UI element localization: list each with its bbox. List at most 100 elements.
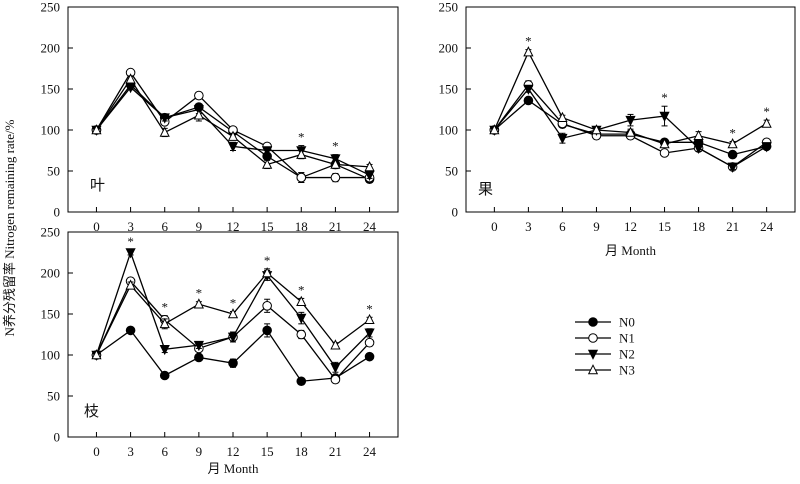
data-point [727, 149, 738, 160]
y-tick-label: 0 [452, 205, 459, 220]
significance-marker: * [298, 130, 305, 145]
data-point [625, 126, 636, 137]
y-tick-label: 150 [41, 307, 61, 322]
data-point [523, 46, 534, 57]
data-point [91, 124, 102, 135]
legend-marker [588, 317, 598, 327]
data-point [296, 313, 307, 325]
significance-marker: * [196, 286, 203, 301]
x-tick-label: 12 [227, 444, 240, 459]
significance-marker: * [298, 282, 305, 297]
y-tick-label: 200 [41, 41, 61, 56]
data-point [125, 279, 136, 290]
data-point [330, 374, 341, 385]
y-tick-label: 200 [41, 266, 61, 281]
y-tick-label: 100 [439, 123, 459, 138]
y-tick-label: 50 [445, 164, 458, 179]
data-point [262, 267, 273, 278]
panel-1: 0 50 100 150 200 250 0 3 6 9 12 15 18 21 24 月 Month 果 * * *… [439, 0, 796, 258]
legend-marker [587, 349, 599, 360]
data-point [523, 84, 534, 95]
x-tick-label: 3 [127, 444, 134, 459]
data-point [364, 160, 375, 172]
x-tick-label: 24 [363, 444, 377, 459]
x-tick-label: 18 [295, 219, 308, 234]
y-tick-label: 250 [41, 0, 61, 15]
data-point [364, 328, 375, 339]
panel-label: 枝 [84, 403, 99, 420]
x-tick-label: 0 [93, 219, 100, 234]
x-tick-label: 18 [295, 444, 308, 459]
data-point [693, 143, 704, 154]
data-point [125, 83, 136, 94]
data-point [296, 148, 307, 159]
series-N3 [91, 267, 375, 360]
x-axis-title: 月 Month [208, 461, 259, 476]
x-tick-label: 21 [329, 219, 342, 234]
series-N2 [91, 248, 375, 374]
legend-label: N3 [619, 363, 635, 378]
data-point [296, 329, 307, 340]
x-tick-label: 15 [261, 444, 274, 459]
data-point [330, 339, 341, 350]
y-tick-label: 150 [41, 82, 61, 97]
significance-marker: * [161, 300, 168, 315]
data-point [659, 111, 670, 122]
y-axis-title: N养分残留率 Nitrogen remaining rate/% [2, 119, 17, 336]
legend-item: N1 [575, 331, 635, 346]
significance-marker: * [661, 90, 668, 105]
data-point [727, 138, 738, 149]
data-point [159, 344, 170, 356]
legend-label: N2 [619, 347, 635, 362]
x-tick-label: 21 [329, 444, 342, 459]
significance-marker: * [525, 34, 532, 49]
series-N3 [489, 46, 772, 149]
x-tick-label: 9 [196, 219, 203, 234]
panel-0: 0 50 100 150 200 250 0 3 6 9 12 15 18 21 24 叶 * * [41, 0, 399, 234]
y-tick-label: 250 [439, 0, 459, 15]
y-tick-label: 50 [47, 164, 60, 179]
x-tick-label: 21 [726, 219, 739, 234]
data-point [159, 113, 170, 124]
data-point [262, 325, 272, 336]
x-tick-label: 6 [559, 219, 566, 234]
legend-label: N0 [619, 315, 635, 330]
data-point [625, 115, 636, 127]
data-point [193, 298, 204, 309]
x-axis-title: 月 Month [605, 243, 656, 258]
significance-marker: * [230, 296, 237, 311]
x-tick-label: 15 [261, 219, 274, 234]
y-tick-label: 200 [439, 41, 459, 56]
data-point [125, 73, 136, 84]
data-point [693, 129, 704, 141]
x-tick-label: 15 [658, 219, 671, 234]
data-point [727, 162, 738, 173]
y-tick-label: 0 [54, 430, 61, 445]
legend-label: N1 [619, 331, 635, 346]
data-point [194, 352, 204, 363]
data-point [227, 332, 239, 343]
data-point [523, 95, 534, 106]
data-point [761, 117, 772, 128]
plot-frame [465, 6, 796, 213]
x-tick-label: 3 [525, 219, 532, 234]
significance-marker: * [264, 253, 271, 268]
data-point [489, 124, 500, 135]
y-tick-label: 50 [47, 389, 60, 404]
data-point [159, 126, 170, 137]
series-N3 [91, 73, 375, 172]
data-point [159, 317, 170, 329]
data-point [125, 248, 136, 259]
legend-item: N2 [575, 347, 635, 362]
data-point [262, 146, 273, 157]
data-point [364, 351, 375, 362]
data-point [228, 358, 238, 369]
data-point [227, 142, 239, 153]
data-point [761, 142, 772, 153]
data-point [330, 363, 341, 374]
y-tick-label: 100 [41, 348, 61, 363]
x-tick-label: 12 [227, 219, 240, 234]
data-point [659, 138, 670, 149]
